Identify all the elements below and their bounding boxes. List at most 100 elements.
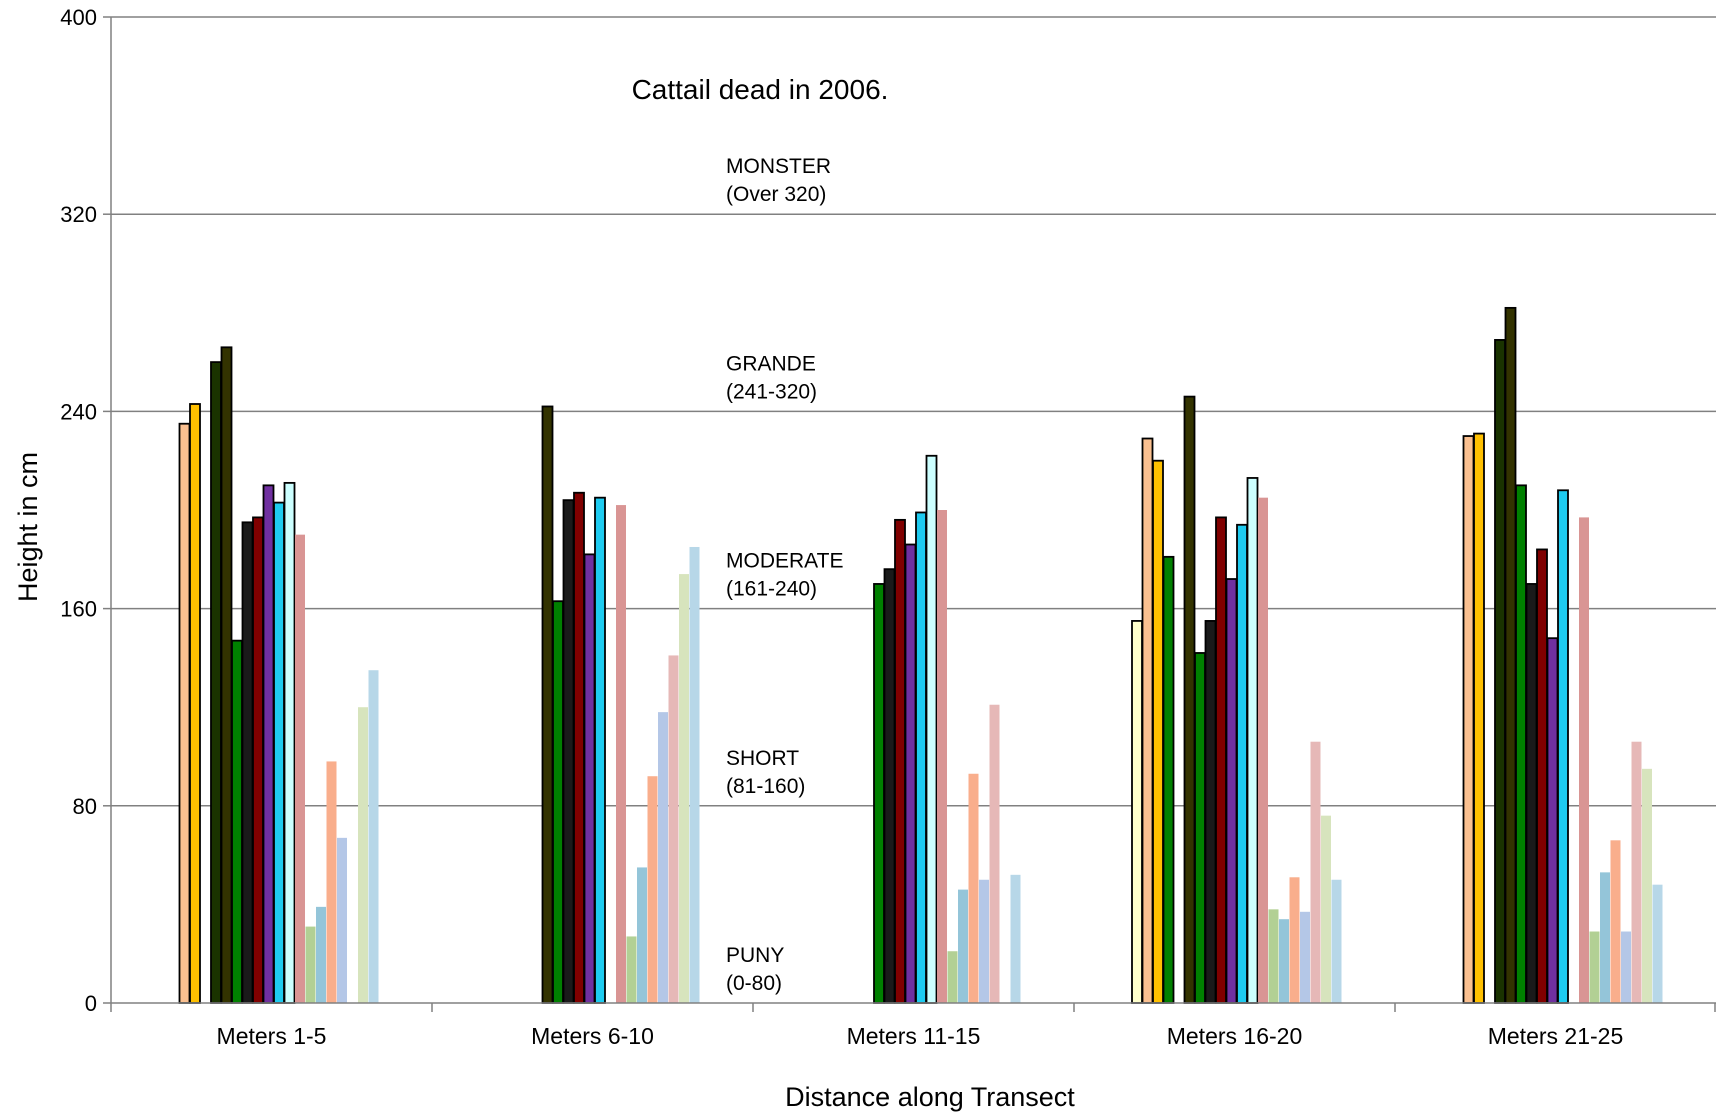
y-tick-label: 320 xyxy=(60,202,97,227)
bar xyxy=(252,516,264,1004)
bar xyxy=(1310,741,1321,1003)
bar xyxy=(1194,652,1206,1004)
bar xyxy=(947,951,958,1003)
x-category-label: Meters 16-20 xyxy=(1167,1023,1303,1049)
bar xyxy=(1279,919,1289,1003)
bar xyxy=(626,936,637,1003)
bar xyxy=(1300,911,1310,1003)
bar xyxy=(1579,517,1589,1003)
bar xyxy=(668,655,679,1003)
height-class-range: (0-80) xyxy=(726,972,782,995)
bar xyxy=(1525,583,1538,1004)
bar xyxy=(894,518,906,1004)
bar xyxy=(552,600,564,1004)
x-category-label: Meters 6-10 xyxy=(531,1023,654,1049)
bar xyxy=(283,481,296,1004)
bar xyxy=(295,534,305,1003)
bar xyxy=(1494,339,1506,1004)
bar xyxy=(562,499,575,1004)
bar xyxy=(1204,620,1217,1004)
bar xyxy=(1236,523,1248,1004)
bar xyxy=(541,405,554,1004)
bar xyxy=(925,454,938,1004)
bar xyxy=(1631,741,1642,1003)
bar xyxy=(189,403,201,1004)
bar xyxy=(637,867,647,1003)
bar xyxy=(1536,548,1548,1004)
bar xyxy=(262,484,275,1004)
bar xyxy=(305,926,316,1003)
height-class-range: (81-160) xyxy=(726,775,805,798)
bar xyxy=(1162,555,1175,1004)
bar xyxy=(979,879,989,1003)
bar xyxy=(273,501,285,1004)
bar xyxy=(1289,877,1300,1003)
bar xyxy=(1246,477,1259,1004)
bar xyxy=(915,511,927,1004)
bar xyxy=(1652,884,1663,1003)
bar xyxy=(1621,931,1631,1003)
bar xyxy=(989,704,1000,1003)
bar xyxy=(368,670,379,1003)
bar xyxy=(1010,874,1021,1003)
bar xyxy=(1183,395,1196,1004)
bar xyxy=(1589,931,1600,1003)
y-tick-label: 240 xyxy=(60,399,97,424)
bar xyxy=(220,346,233,1004)
bar xyxy=(337,837,347,1003)
height-class-name: GRANDE xyxy=(726,352,816,375)
bar xyxy=(1610,840,1621,1003)
height-class-name: MODERATE xyxy=(726,550,843,573)
height-class-name: MONSTER xyxy=(726,155,831,178)
height-class-name: SHORT xyxy=(726,747,799,770)
chart-title: Cattail dead in 2006. xyxy=(632,74,889,105)
height-class-range: (241-320) xyxy=(726,380,817,403)
height-class-range: (161-240) xyxy=(726,578,817,601)
bar xyxy=(1258,497,1268,1003)
bar xyxy=(241,521,254,1004)
bar xyxy=(647,776,658,1003)
bar xyxy=(1557,489,1569,1004)
x-category-label: Meters 21-25 xyxy=(1488,1023,1624,1049)
y-tick-label: 80 xyxy=(73,794,97,819)
bar xyxy=(689,546,700,1003)
x-category-label: Meters 11-15 xyxy=(847,1023,981,1049)
bar xyxy=(1141,437,1154,1004)
bar xyxy=(937,510,947,1003)
bar xyxy=(1473,432,1485,1004)
bar xyxy=(873,583,885,1004)
bar xyxy=(968,773,979,1003)
bar xyxy=(1546,637,1559,1004)
bar xyxy=(316,906,326,1003)
bar xyxy=(594,496,606,1004)
y-axis-title: Height in cm xyxy=(13,452,43,602)
x-axis-title: Distance along Transect xyxy=(785,1082,1075,1112)
bar xyxy=(358,707,368,1003)
bar xyxy=(178,422,191,1004)
bar xyxy=(616,505,626,1003)
bar xyxy=(1642,768,1652,1003)
bar xyxy=(210,361,222,1004)
bar xyxy=(326,761,337,1003)
bar xyxy=(573,491,585,1004)
x-category-label: Meters 1-5 xyxy=(217,1023,327,1049)
bar xyxy=(883,568,896,1004)
bar xyxy=(1215,516,1227,1004)
bar xyxy=(231,639,243,1004)
y-tick-label: 160 xyxy=(60,597,97,622)
bar xyxy=(679,574,689,1003)
bar xyxy=(1462,435,1475,1004)
y-tick-label: 400 xyxy=(60,5,97,30)
y-tick-label: 0 xyxy=(85,991,97,1016)
bar xyxy=(1331,879,1342,1003)
bar xyxy=(1515,484,1527,1004)
bar xyxy=(658,712,668,1003)
height-class-name: PUNY xyxy=(726,944,784,967)
bar xyxy=(1225,578,1238,1004)
bar xyxy=(1152,459,1164,1004)
bar xyxy=(1600,872,1610,1003)
bar xyxy=(904,543,917,1004)
bar xyxy=(1131,620,1143,1004)
